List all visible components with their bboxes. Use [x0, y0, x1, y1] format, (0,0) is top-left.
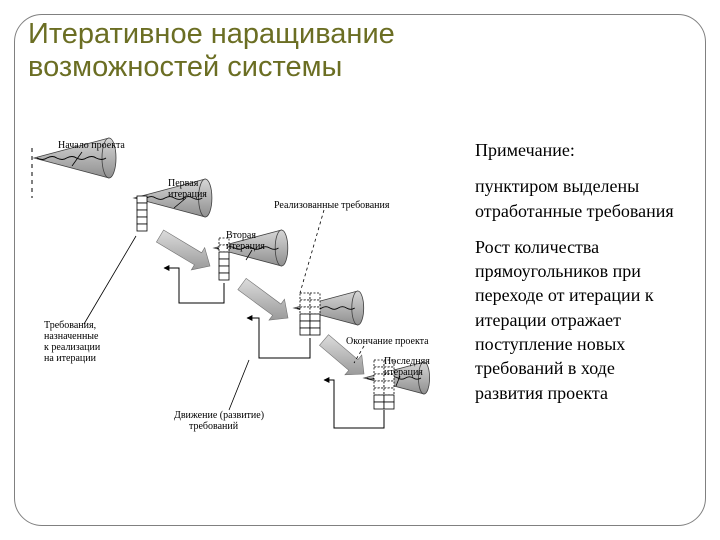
flow-arrow	[238, 278, 288, 320]
note-para-1: пунктиром выделены отработанные требован…	[475, 174, 685, 223]
requirements-stack	[137, 196, 147, 231]
label-assigned3: к реализации	[44, 342, 101, 353]
label-iter2: Вторая	[226, 230, 256, 241]
leader-line	[300, 210, 324, 293]
flow-arrow	[156, 230, 210, 270]
title-line-2: возможностей системы	[28, 51, 342, 83]
label-move1: Движение (развитие)	[174, 410, 264, 421]
label-last: Последняя	[384, 356, 430, 367]
leader-line	[229, 360, 249, 410]
iteration-diagram: Начало проектаПерваяитерацияВтораяитерац…	[24, 128, 469, 463]
note-block: Примечание: пунктиром выделены отработан…	[475, 138, 685, 417]
label-realized: Реализованные требования	[274, 200, 390, 211]
slide-title: Итеративное наращивание возможностей сис…	[28, 18, 395, 85]
label-assigned2: назначенные	[44, 331, 99, 342]
label-assigned1: Требования,	[44, 320, 96, 331]
feedback-arrow	[164, 268, 224, 303]
label-lastb: итерация	[384, 367, 423, 378]
label-iter1b: итерация	[168, 189, 207, 200]
note-para-2: Рост количества прямоугольников при пере…	[475, 235, 685, 405]
leader-line	[84, 236, 136, 324]
label-assigned4: на итерации	[44, 353, 97, 364]
label-iter1: Первая	[168, 178, 199, 189]
label-start: Начало проекта	[58, 140, 125, 151]
label-move2: требований	[189, 421, 239, 432]
label-end: Окончание проекта	[346, 336, 429, 347]
label-iter2b: итерация	[226, 241, 265, 252]
title-line-1: Итеративное наращивание	[28, 18, 395, 50]
requirements-stack	[300, 293, 320, 335]
note-heading: Примечание:	[475, 138, 685, 162]
